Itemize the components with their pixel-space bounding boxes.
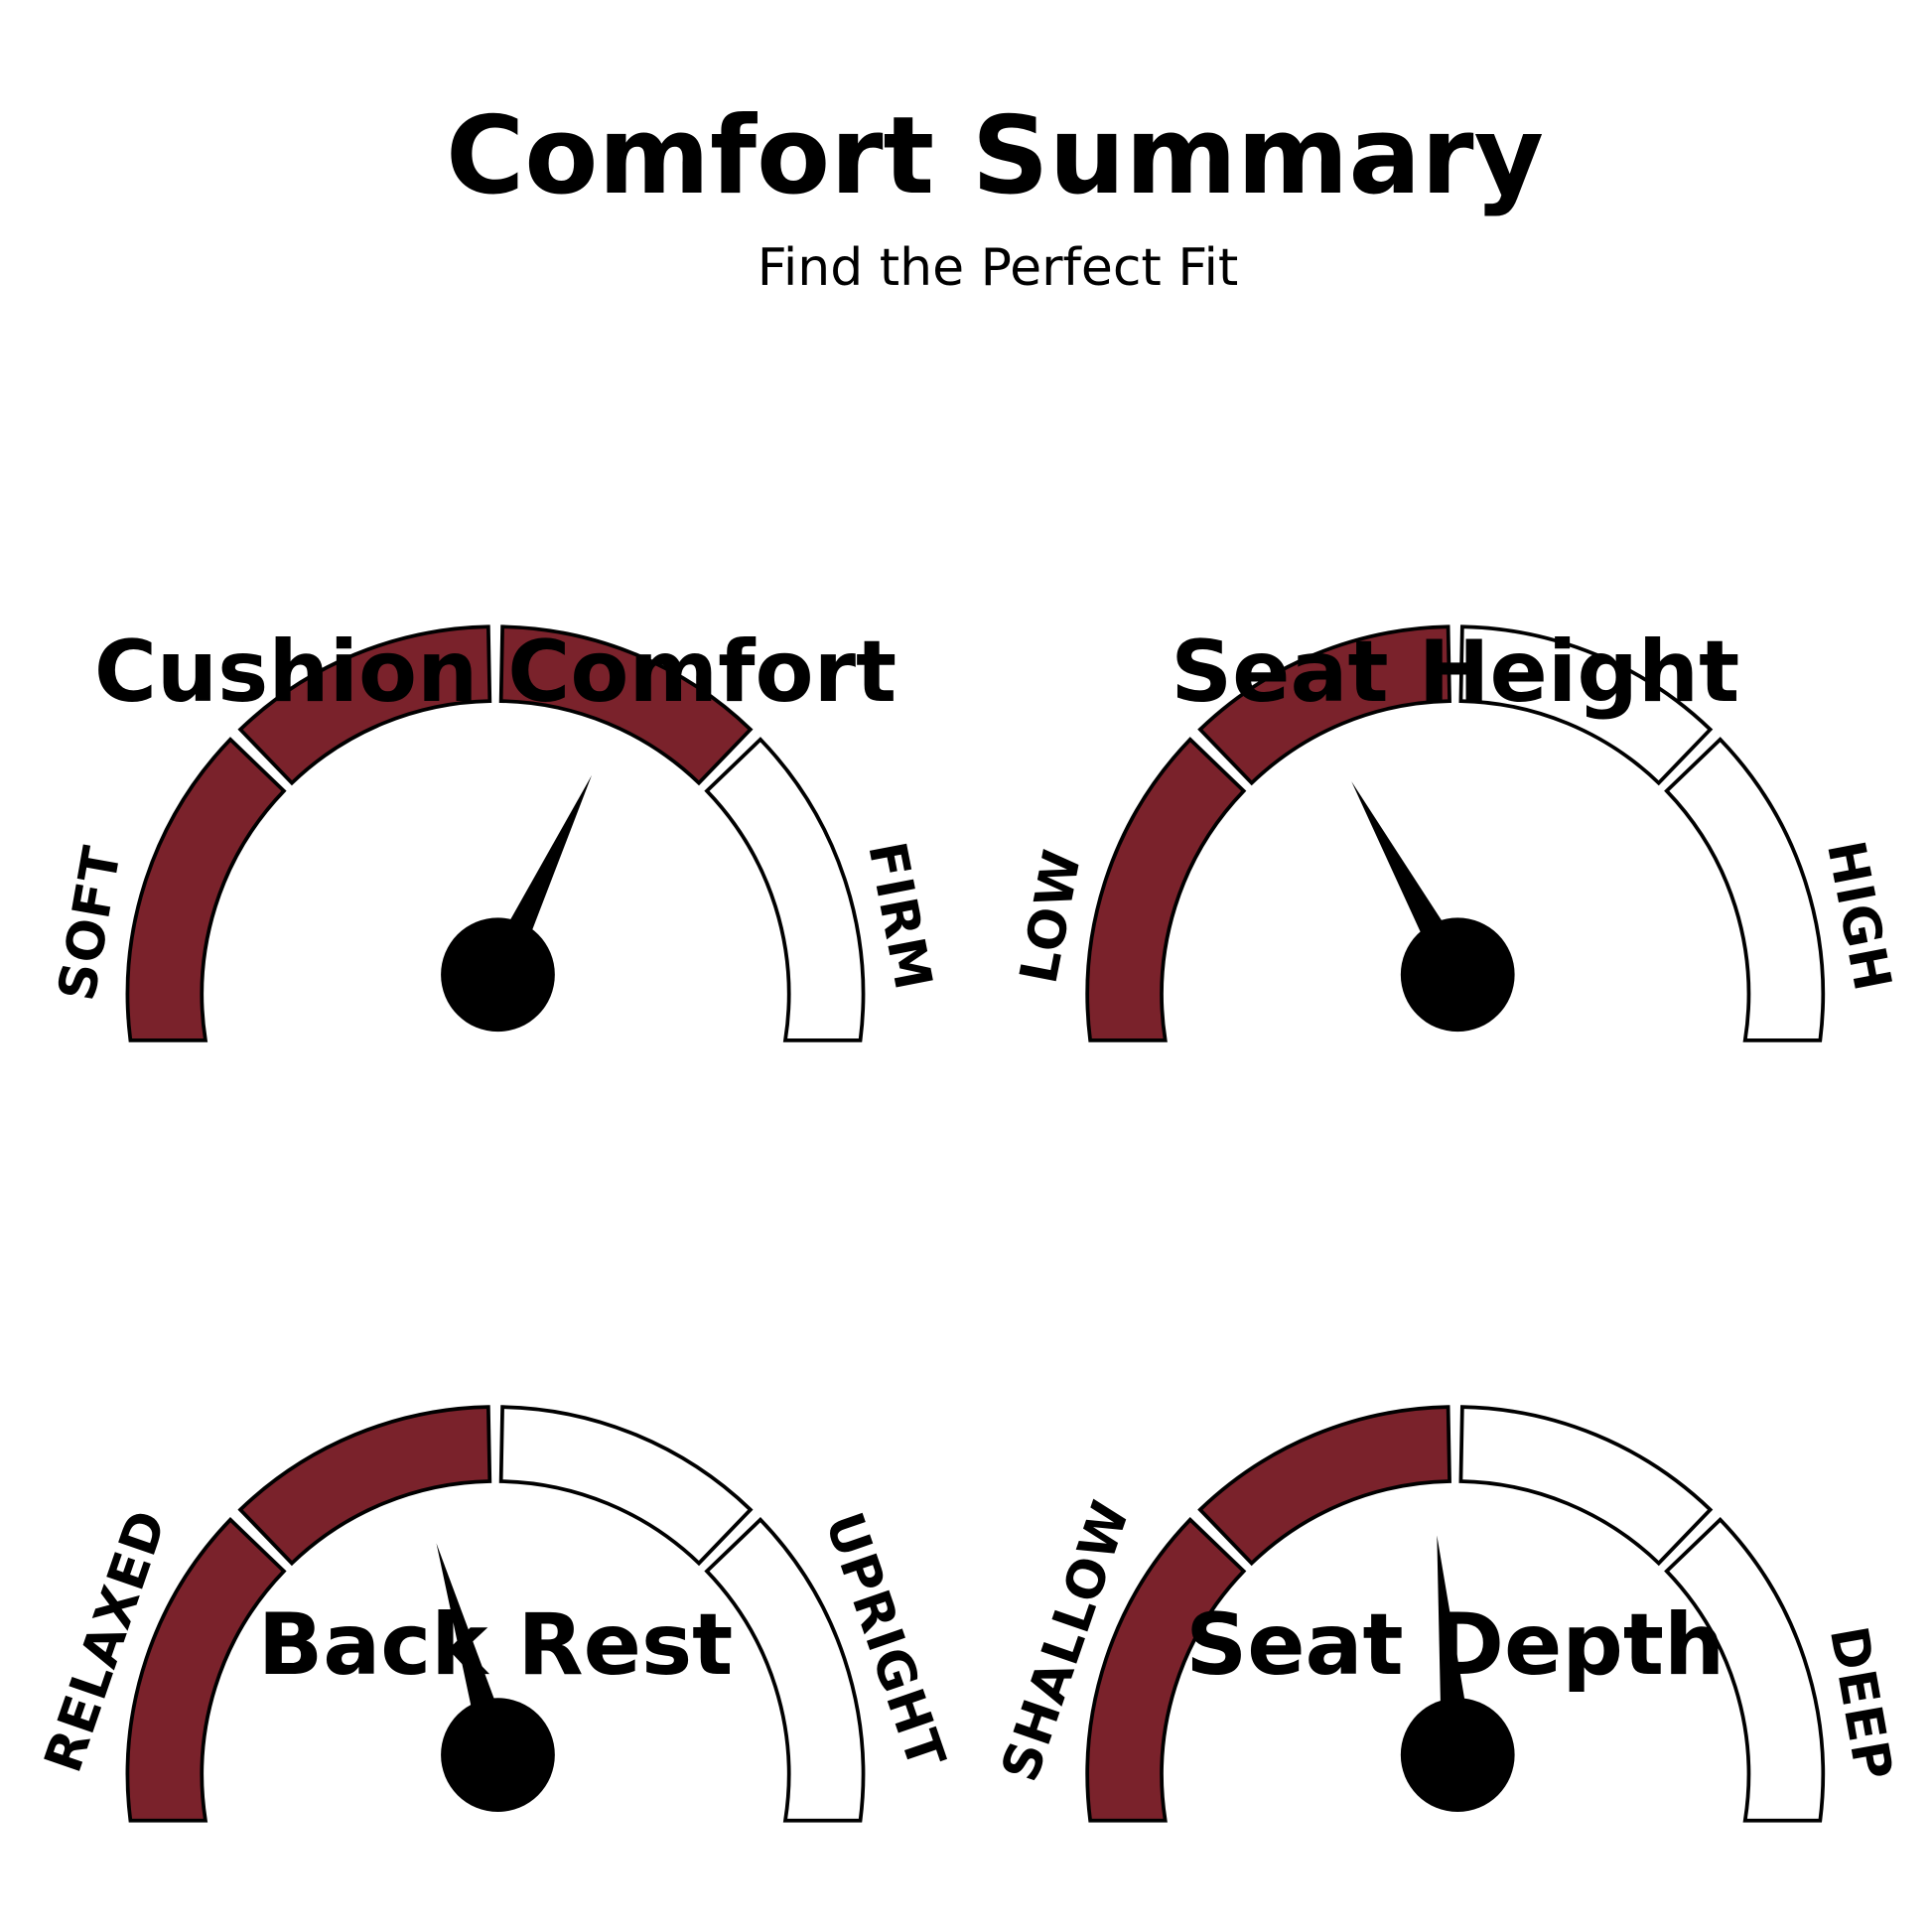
gauge-segment-filled [498,624,754,786]
gauge-title: Cushion Comfort [93,621,897,722]
gauge-segment-filled [1197,624,1451,786]
gauge-segment-empty [704,1517,866,1823]
gauge-title: Seat Height [1171,621,1740,722]
gauge-title: Seat Depth [1185,1595,1725,1696]
gauge-segment-filled [1085,737,1247,1042]
gauge-segment-empty [1458,624,1714,786]
page-title: Comfort Summary [446,94,1544,218]
gauge-cushion-comfort [125,624,866,1042]
gauge-seat-height [1085,624,1826,1042]
gauge-segment-empty [1458,1405,1714,1567]
needle-hub [1400,917,1515,1033]
gauge-segment-filled [237,624,492,786]
gauge-segment-empty [1664,1517,1826,1823]
gauge-segment-empty [704,737,866,1042]
gauge-segment-filled [125,737,287,1042]
gauge-segment-filled [1085,1517,1247,1823]
gauge-title: Back Rest [257,1595,734,1696]
page-subtitle: Find the Perfect Fit [757,238,1239,298]
needle-hub [1400,1698,1515,1812]
gauge-segment-filled [125,1517,287,1823]
gauge-segment-filled [237,1405,492,1567]
needle-hub [441,917,555,1033]
gauge-segment-empty [1664,737,1826,1042]
needle-hub [441,1698,555,1812]
gauge-segment-empty [498,1405,754,1567]
gauge-back-rest [125,1405,866,1823]
gauge-segment-filled [1197,1405,1451,1567]
gauge-seat-depth [1085,1405,1826,1823]
